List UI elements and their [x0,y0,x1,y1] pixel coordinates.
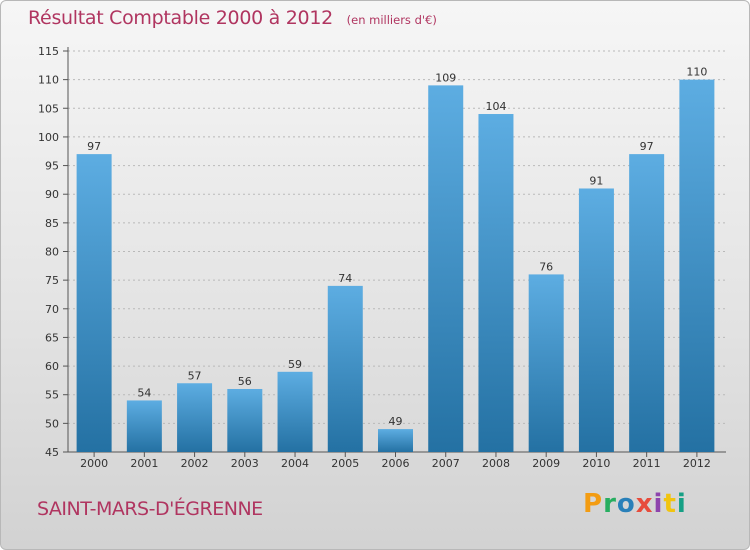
y-tick-label: 60 [45,360,59,373]
bar-2003 [227,388,263,452]
data-label: 59 [288,358,302,371]
logo-letter: r [603,489,617,519]
y-tick-label: 105 [38,102,59,115]
bar-2004 [277,371,313,452]
x-tick-label: 2012 [683,457,711,470]
data-label: 91 [589,174,603,187]
y-tick-label: 50 [45,417,59,430]
y-tick-label: 100 [38,131,59,144]
y-tick-label: 75 [45,274,59,287]
x-tick-label: 2008 [482,457,510,470]
x-tick-label: 2001 [130,457,158,470]
bar-2007 [428,85,464,452]
logo-letter: t [663,489,677,519]
bar-2006 [378,429,413,452]
logo-letter: P [583,489,604,519]
y-tick-label: 95 [45,160,59,173]
data-label: 110 [686,66,707,79]
data-label: 74 [338,272,352,285]
logo-letter: i [653,489,664,519]
bar-2008 [478,114,514,452]
data-label: 104 [485,100,506,113]
x-tick-label: 2002 [181,457,209,470]
y-tick-label: 85 [45,217,59,230]
chart-title: Résultat Comptable 2000 à 2012 (en milli… [28,7,437,29]
x-tick-label: 2010 [582,457,610,470]
x-tick-label: 2007 [432,457,460,470]
chart-unit: (en milliers d'€) [346,13,437,27]
x-tick-label: 2011 [633,457,661,470]
y-tick-label: 90 [45,188,59,201]
y-tick-label: 80 [45,246,59,259]
x-tick-label: 2000 [80,457,108,470]
x-tick-label: 2006 [382,457,410,470]
data-label: 57 [188,369,202,382]
bar-2009 [528,274,564,452]
x-tick-label: 2004 [281,457,309,470]
data-label: 56 [238,375,252,388]
data-label: 54 [137,386,151,399]
y-tick-label: 65 [45,331,59,344]
proxiti-logo: Proxiti [583,489,687,519]
data-label: 97 [87,140,101,153]
y-tick-label: 115 [38,45,59,58]
bar-2005 [327,285,363,452]
bar-2000 [76,154,112,452]
y-tick-label: 55 [45,389,59,402]
bar-2010 [578,188,614,452]
bar-2002 [177,383,213,452]
x-tick-label: 2009 [532,457,560,470]
data-label: 109 [435,71,456,84]
location-label: SAINT-MARS-D'ÉGRENNE [37,498,263,520]
y-tick-label: 110 [38,74,59,87]
logo-letter: o [616,489,636,519]
data-label: 76 [539,260,553,273]
y-tick-label: 45 [45,446,59,459]
logo-letter: x [635,489,654,519]
bar-2012 [679,79,715,453]
x-tick-label: 2003 [231,457,259,470]
logo-letter: i [676,489,687,519]
x-tick-label: 2005 [331,457,359,470]
bar-2001 [126,400,162,452]
bar-2011 [629,154,665,452]
chart-title-text: Résultat Comptable 2000 à 2012 [28,7,333,29]
data-label: 97 [640,140,654,153]
y-tick-label: 70 [45,303,59,316]
data-label: 49 [389,415,403,428]
